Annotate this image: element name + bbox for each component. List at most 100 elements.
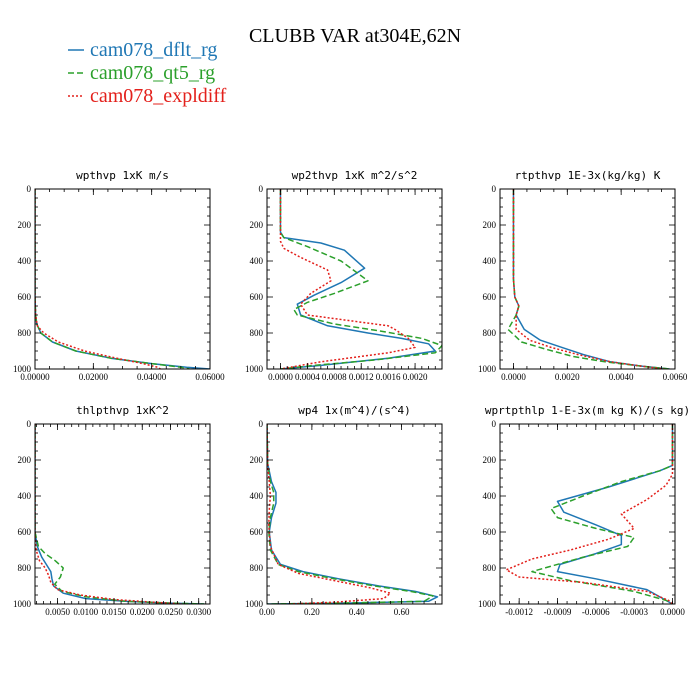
y-tick-label: 1000: [13, 599, 32, 609]
x-tick-label: 0.0004: [295, 372, 320, 382]
series-group: [35, 189, 210, 369]
panel-title: wp4 1x(m^4)/(s^4): [298, 404, 411, 417]
y-tick-label: 800: [483, 328, 497, 338]
series-line-cam078_qt5_rg: [279, 189, 442, 369]
x-tick-label: 0.00000: [20, 372, 50, 382]
series-line-cam078_dflt_rg: [556, 424, 674, 604]
y-tick-label: 600: [250, 292, 264, 302]
plot-frame: [34, 188, 211, 370]
y-tick-label: 200: [483, 455, 497, 465]
y-tick-label: 200: [250, 455, 264, 465]
series-line-cam078_expldiff: [279, 189, 416, 369]
x-tick-label: -0.0009: [544, 607, 572, 617]
y-tick-label: 600: [483, 292, 497, 302]
y-tick-label: 0: [259, 184, 264, 194]
x-tick-label: -0.0006: [582, 607, 610, 617]
y-tick-label: 0: [492, 419, 497, 429]
series-line-cam078_expldiff: [512, 189, 665, 369]
y-tick-label: 800: [250, 563, 264, 573]
x-tick-label: 0.0040: [609, 372, 634, 382]
legend-label-2: cam078_expldiff: [90, 85, 227, 107]
x-tick-label: 0.60: [394, 607, 410, 617]
x-tick-label: 0.0000: [660, 607, 685, 617]
y-tick-label: 1000: [478, 599, 497, 609]
y-tick-label: 1000: [245, 599, 264, 609]
x-tick-label: 0.0000: [268, 372, 293, 382]
panel-title: wprtpthlp 1-E-3x(m kg K)/(s kg): [485, 404, 690, 417]
y-tick-label: 0: [27, 419, 32, 429]
series-line-cam078_qt5_rg: [35, 189, 190, 369]
series-line-cam078_expldiff: [267, 424, 392, 604]
y-tick-label: 600: [483, 527, 497, 537]
legend-label-1: cam078_qt5_rg: [90, 62, 215, 84]
y-tick-label: 0: [492, 184, 497, 194]
series-line-cam078_dflt_rg: [35, 189, 210, 369]
series-line-cam078_dflt_rg: [267, 424, 439, 604]
series-line-cam078_qt5_rg: [35, 424, 205, 604]
x-tick-label: 0.0050: [45, 607, 70, 617]
plot-frame: [34, 423, 211, 605]
series-group: [507, 189, 670, 369]
chart-panel-2: rtpthvp 1E-3x(kg/kg) K 0 200 400 600 800 1000 0…: [478, 169, 688, 382]
y-tick-label: 800: [18, 328, 32, 338]
x-tick-label: 0.40: [349, 607, 365, 617]
y-tick-label: 0: [259, 419, 264, 429]
y-tick-label: 200: [18, 455, 32, 465]
x-tick-label: 0.20: [304, 607, 320, 617]
series-group: [267, 424, 439, 604]
y-tick-label: 400: [18, 491, 32, 501]
x-tick-label: -0.0012: [505, 607, 533, 617]
x-tick-label: 0.0200: [130, 607, 155, 617]
y-tick-label: 200: [18, 220, 32, 230]
x-tick-label: 0.0020: [403, 372, 428, 382]
plot-frame: [266, 188, 443, 370]
series-group: [279, 189, 442, 369]
series-line-cam078_qt5_rg: [267, 424, 434, 604]
plot-frame: [499, 188, 676, 370]
x-tick-label: 0.0016: [376, 372, 401, 382]
series-line-cam078_qt5_rg: [507, 189, 670, 369]
y-tick-label: 600: [18, 527, 32, 537]
y-tick-label: 200: [483, 220, 497, 230]
y-tick-label: 800: [18, 563, 32, 573]
y-tick-label: 600: [250, 527, 264, 537]
panel-title: rtpthvp 1E-3x(kg/kg) K: [515, 169, 661, 182]
y-tick-label: 400: [483, 491, 497, 501]
chart-panel-1: wp2thvp 1xK m^2/s^2 0 200 400 600 800 1000 0.00…: [245, 169, 443, 382]
series-group: [35, 424, 205, 604]
y-tick-label: 200: [250, 220, 264, 230]
x-tick-label: 0.0100: [73, 607, 98, 617]
y-tick-label: 1000: [478, 364, 497, 374]
legend-label-0: cam078_dflt_rg: [90, 39, 217, 61]
series-group: [505, 424, 674, 604]
figure-title: CLUBB VAR at304E,62N: [249, 25, 461, 47]
x-tick-label: 0.02000: [79, 372, 109, 382]
series-line-cam078_dflt_rg: [512, 189, 670, 369]
y-tick-label: 400: [483, 256, 497, 266]
panel-title: thlpthvp 1xK^2: [76, 404, 169, 417]
x-tick-label: 0.0060: [663, 372, 688, 382]
panel-title: wp2thvp 1xK m^2/s^2: [292, 169, 418, 182]
y-tick-label: 400: [250, 256, 264, 266]
series-line-cam078_expldiff: [35, 424, 182, 604]
series-line-cam078_dflt_rg: [279, 189, 437, 369]
y-tick-label: 400: [250, 491, 264, 501]
panel-title: wpthvp 1xK m/s: [76, 169, 169, 182]
series-line-cam078_qt5_rg: [531, 424, 674, 604]
x-tick-label: 0.0008: [322, 372, 347, 382]
x-tick-label: 0.0300: [186, 607, 211, 617]
legend: cam078_dflt_rgcam078_qt5_rgcam078_expldi…: [68, 39, 227, 107]
y-tick-label: 800: [250, 328, 264, 338]
x-tick-label: 0.0012: [349, 372, 374, 382]
x-tick-label: 0.00: [259, 607, 275, 617]
x-tick-label: 0.0250: [158, 607, 183, 617]
y-tick-label: 1000: [13, 364, 32, 374]
y-tick-label: 1000: [245, 364, 264, 374]
y-tick-label: 0: [27, 184, 32, 194]
x-tick-label: 0.04000: [137, 372, 167, 382]
